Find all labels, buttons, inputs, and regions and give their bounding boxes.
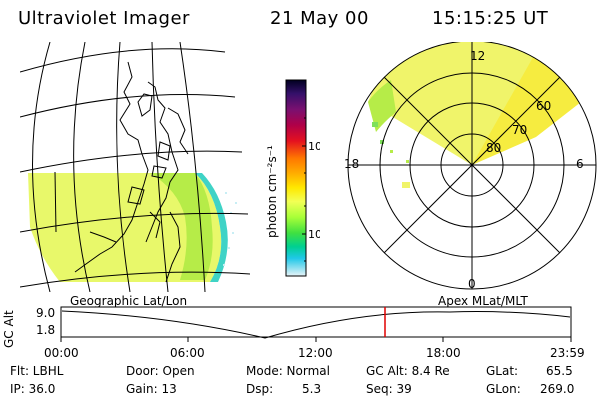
- glon-value: 269.0: [540, 382, 575, 396]
- time-label: 15:15:25 UT: [432, 8, 549, 29]
- mode-status: Mode: Normal: [246, 364, 330, 378]
- mlt-label-6: 6: [576, 157, 584, 171]
- colorbar-unit-label: photon cm⁻²s⁻¹: [265, 145, 279, 238]
- geographic-latlon-title: Geographic Lat/Lon: [70, 294, 188, 308]
- date-label: 21 May 00: [270, 8, 369, 29]
- glon-label: GLon:: [486, 382, 521, 396]
- aurora-band-bright: [150, 173, 213, 280]
- colorbar-gradient: [285, 79, 307, 277]
- time-tick-1800: 18:00: [426, 346, 461, 360]
- gain-status: Gain: 13: [126, 382, 177, 396]
- colorbar-tick-10: 10: [308, 228, 320, 241]
- altitude-curve: [61, 310, 571, 339]
- aurora-band: [28, 173, 222, 282]
- dsp-label: Dsp:: [246, 382, 274, 396]
- ip-status: IP: 36.0: [10, 382, 56, 396]
- mlat-label-70: 70: [512, 123, 527, 137]
- time-tick-1200: 12:00: [298, 346, 333, 360]
- aurora-band-edge: [195, 173, 228, 282]
- time-tick-2359: 23:59: [550, 346, 585, 360]
- glat-label: GLat:: [486, 364, 519, 378]
- dsp-value: 5.3: [302, 382, 322, 396]
- time-tick-0600: 06:00: [170, 346, 205, 360]
- time-tick-0000: 00:00: [44, 346, 79, 360]
- gc-alt-tick-9: 9.0: [36, 306, 56, 320]
- mlt-label-0: 0: [468, 277, 476, 291]
- geographic-map: [20, 42, 250, 292]
- instrument-title: Ultraviolet Imager: [18, 8, 190, 29]
- polar-grid: [347, 42, 597, 290]
- globe-grid: [20, 42, 250, 292]
- gc-alt-tick-1-8: 1.8: [36, 323, 56, 337]
- colorbar: 100 10 photon cm⁻²s⁻¹: [265, 79, 320, 277]
- mlat-label-60: 60: [536, 99, 551, 113]
- mlt-label-18: 18: [344, 157, 359, 171]
- seq-status: Seq: 39: [366, 382, 412, 396]
- filter-status: Flt: LBHL: [10, 364, 64, 378]
- apex-mlat-mlt-title: Apex MLat/MLT: [438, 294, 528, 308]
- polar-plot: 12 18 6 0 60 70 80: [344, 42, 597, 291]
- colorbar-tick-100: 100: [308, 140, 320, 153]
- mlat-label-80: 80: [486, 141, 501, 155]
- scatter-specks: [223, 192, 237, 266]
- altitude-timeline: [60, 306, 572, 342]
- mlt-label-12: 12: [470, 49, 485, 63]
- glat-value: 65.5: [546, 364, 573, 378]
- gc-alt-axis-label: GC Alt: [2, 310, 16, 348]
- door-status: Door: Open: [126, 364, 195, 378]
- coastlines: [54, 61, 189, 283]
- polar-image-green: [368, 80, 396, 132]
- gc-alt-status: GC Alt: 8.4 Re: [366, 364, 450, 378]
